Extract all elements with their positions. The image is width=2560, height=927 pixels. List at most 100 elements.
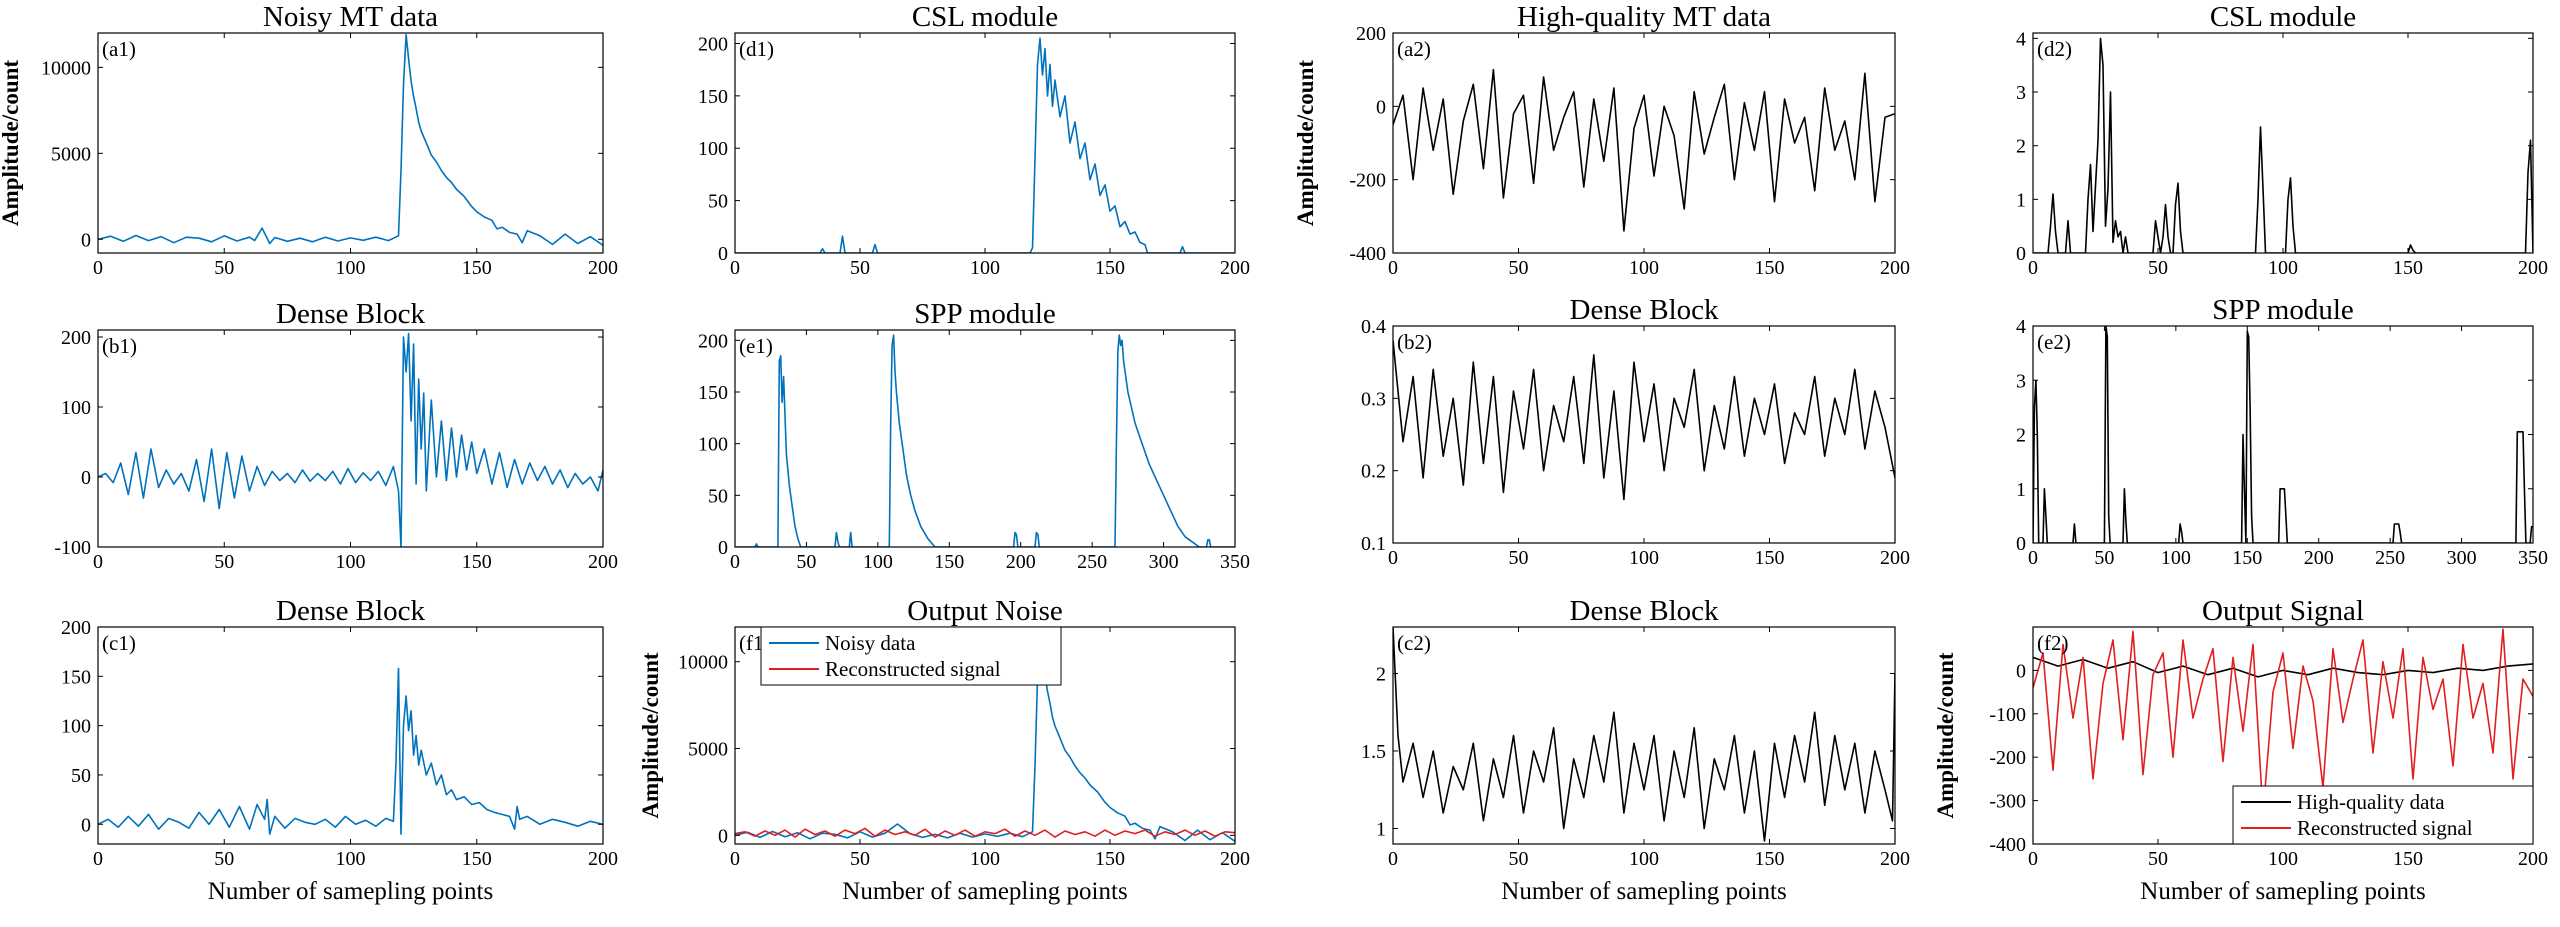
y-tick-label-d1: 0	[718, 243, 728, 265]
y-tick-label-e2: 1	[2016, 479, 2026, 501]
x-tick-label-e1: 350	[1220, 551, 1250, 573]
series-line-e2-0	[2033, 326, 2533, 543]
panel-label-b1: (b1)	[102, 334, 137, 358]
legend-entry-f2-0: High-quality data	[2297, 790, 2445, 814]
panel-f2: 0 50 100 150 200 -400 -300 -200 -100 0 Output Sign…	[1933, 595, 2548, 905]
x-tick-label-b2: 0	[1388, 547, 1398, 569]
series-line-f1-1	[735, 827, 1235, 838]
y-tick-label-c2: 1	[1376, 819, 1386, 841]
y-tick-label-e1: 0	[718, 537, 728, 559]
y-tick-label-d1: 50	[708, 191, 728, 213]
x-tick-label-f2: 150	[2393, 848, 2423, 870]
x-tick-label-a1: 100	[336, 257, 366, 279]
x-tick-label-e1: 150	[934, 551, 964, 573]
panel-label-a1: (a1)	[102, 37, 136, 61]
y-tick-label-c1: 0	[81, 814, 91, 836]
y-tick-label-e1: 200	[698, 330, 728, 352]
series-line-a2-0	[1393, 68, 1895, 232]
y-tick-label-f2: -100	[1989, 704, 2026, 726]
panel-label-d1: (d1)	[739, 37, 774, 61]
x-tick-label-b1: 200	[588, 551, 618, 573]
x-tick-label-f1: 100	[970, 848, 1000, 870]
panel-label-e2: (e2)	[2037, 330, 2071, 354]
panel-label-b2: (b2)	[1397, 330, 1432, 354]
y-tick-label-a2: -200	[1349, 170, 1386, 192]
y-tick-label-b1: 200	[61, 327, 91, 349]
panel-label-e1: (e1)	[739, 334, 773, 358]
y-tick-label-e1: 150	[698, 382, 728, 404]
x-tick-label-e2: 200	[2304, 547, 2334, 569]
y-tick-label-b1: 100	[61, 397, 91, 419]
x-tick-label-f2: 100	[2268, 848, 2298, 870]
y-tick-label-f1: 10000	[678, 652, 728, 674]
y-tick-label-b2: 0.4	[1361, 316, 1386, 338]
y-tick-label-e2: 2	[2016, 425, 2026, 447]
y-tick-label-d2: 3	[2016, 82, 2026, 104]
y-tick-label-b2: 0.1	[1361, 533, 1386, 555]
legend-entry-f1-1: Reconstructed signal	[825, 657, 1001, 681]
axes-box-c1	[97, 626, 604, 845]
y-tick-label-b1: 0	[81, 467, 91, 489]
panel-title-e2: SPP module	[2212, 294, 2354, 326]
y-tick-label-e2: 4	[2016, 316, 2026, 338]
panel-c2: 0 50 100 150 200 1 1.5 2 Dense Block (c2) Number o…	[1361, 595, 1910, 905]
panel-d2: 0 50 100 150 200 0 1 2 3 4 CSL module (d2)	[2016, 1, 2548, 279]
y-tick-label-a1: 10000	[41, 57, 91, 79]
panel-title-f1: Output Noise	[907, 595, 1062, 627]
x-tick-label-d1: 50	[850, 257, 870, 279]
x-tick-label-f1: 50	[850, 848, 870, 870]
panel-label-d2: (d2)	[2037, 37, 2072, 61]
y-tick-label-d1: 100	[698, 138, 728, 160]
x-tick-label-e2: 100	[2161, 547, 2191, 569]
x-tick-label-f1: 200	[1220, 848, 1250, 870]
y-axis-label-a2: Amplitude/count	[1293, 60, 1318, 226]
panel-title-d2: CSL module	[2210, 1, 2356, 33]
x-tick-label-d2: 150	[2393, 257, 2423, 279]
y-axis-label-f2: Amplitude/count	[1933, 652, 1958, 818]
x-tick-label-a1: 200	[588, 257, 618, 279]
panel-label-c1: (c1)	[102, 631, 136, 655]
x-tick-label-d2: 100	[2268, 257, 2298, 279]
panel-e2: 0 50 100 150 200 250 300 350 0 1 2 3 4 SPP module (e2)	[2016, 294, 2548, 569]
x-tick-label-b1: 100	[336, 551, 366, 573]
series-line-c1-0	[98, 667, 603, 835]
panel-title-c1: Dense Block	[276, 595, 425, 627]
series-line-a1-0	[98, 33, 603, 246]
panel-e1: 0 50 100 150 200 250 300 350 0 50 100 150 200 SPP mod…	[698, 298, 1250, 573]
y-tick-label-d2: 2	[2016, 136, 2026, 158]
x-tick-label-b2: 50	[1509, 547, 1529, 569]
y-tick-label-c1: 50	[71, 765, 91, 787]
y-tick-label-d2: 4	[2016, 28, 2026, 50]
panel-title-d1: CSL module	[912, 1, 1058, 33]
x-tick-label-e1: 300	[1149, 551, 1179, 573]
panel-title-f2: Output Signal	[2202, 595, 2364, 627]
y-tick-label-f2: -400	[1989, 834, 2026, 856]
y-tick-label-a1: 5000	[51, 143, 91, 165]
y-tick-label-e2: 3	[2016, 370, 2026, 392]
x-axis-label-c1: Number of samepling points	[208, 878, 493, 905]
y-tick-label-e1: 50	[708, 485, 728, 507]
axes-box-b2	[1392, 325, 1896, 544]
y-tick-label-c1: 100	[61, 716, 91, 738]
x-tick-label-e2: 350	[2518, 547, 2548, 569]
y-axis-label-f1: Amplitude/count	[638, 652, 663, 818]
x-tick-label-a1: 150	[462, 257, 492, 279]
x-tick-label-e2: 250	[2375, 547, 2405, 569]
x-tick-label-e1: 100	[863, 551, 893, 573]
x-tick-label-c1: 100	[336, 848, 366, 870]
y-tick-label-e1: 100	[698, 434, 728, 456]
x-tick-label-f2: 0	[2028, 848, 2038, 870]
y-tick-label-c2: 2	[1376, 664, 1386, 686]
axes-box-a1	[97, 32, 604, 254]
y-tick-label-d2: 1	[2016, 189, 2026, 211]
panel-title-b2: Dense Block	[1570, 294, 1719, 326]
y-tick-label-a1: 0	[81, 229, 91, 251]
y-tick-label-f1: 0	[718, 825, 728, 847]
x-tick-label-e2: 150	[2232, 547, 2262, 569]
x-tick-label-b2: 200	[1880, 547, 1910, 569]
y-tick-label-d1: 200	[698, 33, 728, 55]
x-tick-label-c2: 100	[1629, 848, 1659, 870]
y-tick-label-c2: 1.5	[1361, 741, 1386, 763]
axes-box-b1	[97, 329, 604, 548]
